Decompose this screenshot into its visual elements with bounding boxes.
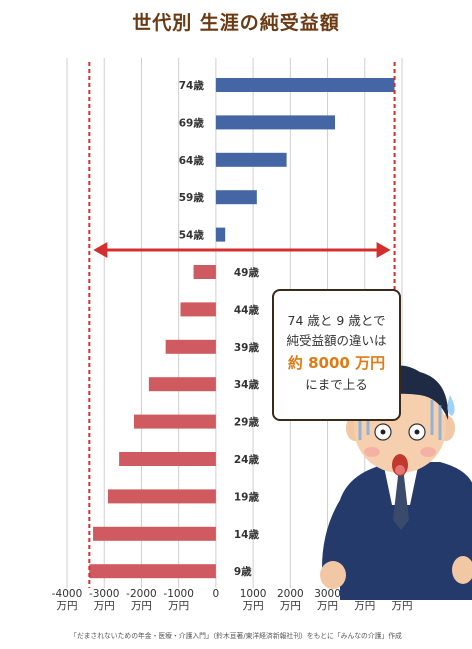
x-tick-label: -2000	[126, 588, 157, 600]
x-tick-unit: 万円	[94, 600, 115, 612]
range-arrow-head-right	[376, 242, 391, 258]
x-tick-unit: 万円	[57, 600, 78, 612]
bar	[148, 377, 216, 392]
x-tick-label: 3000	[314, 588, 341, 600]
x-tick-label: 2000	[277, 588, 304, 600]
category-label: 29歳	[234, 416, 260, 429]
category-label: 34歳	[234, 378, 260, 391]
x-tick-label: 1000	[240, 588, 267, 600]
bar	[180, 302, 216, 317]
chart-title: 世代別 生涯の純受益額	[132, 12, 340, 34]
category-label: 74歳	[179, 79, 205, 92]
callout-line-4: にまで上る	[305, 377, 368, 392]
category-label: 54歳	[179, 229, 205, 242]
bar	[215, 227, 226, 242]
callout-box: 74 歳と 9 歳とで 純受益額の違いは 約 8000 万円 にまで上る	[272, 289, 401, 421]
category-label: 49歳	[234, 266, 260, 279]
x-tick-unit: 万円	[317, 600, 338, 612]
x-tick-unit: 万円	[168, 600, 189, 612]
bar	[193, 265, 216, 279]
x-tick-unit: 万円	[354, 600, 375, 612]
x-tick-unit: 万円	[280, 600, 301, 612]
bars	[89, 78, 395, 579]
x-tick-label: -4000	[52, 588, 83, 600]
callout-highlight: 約 8000 万円	[287, 354, 386, 372]
x-tick-unit: 万円	[131, 600, 152, 612]
category-label: 44歳	[234, 303, 260, 316]
category-label: 59歳	[179, 191, 205, 204]
category-label: 64歳	[179, 154, 205, 167]
category-label: 9歳	[234, 565, 252, 578]
range-arrow-head-left	[93, 242, 108, 258]
source-note: 「だまされないための年金・医療・介護入門」（鈴木亘著/東洋経済新報社刊）をもとに…	[70, 632, 402, 640]
callout-line-1: 74 歳と 9 歳とで	[287, 313, 386, 328]
bar	[165, 339, 216, 354]
bar	[119, 452, 216, 466]
category-label: 24歳	[234, 453, 260, 466]
bar	[93, 526, 216, 541]
bar	[215, 190, 257, 205]
category-labels: 74歳 69歳 64歳 59歳 54歳 49歳 44歳 39歳 34歳 29歳 24歳 19歳 14歳 9…	[179, 79, 260, 578]
x-tick-label: -3000	[89, 588, 120, 600]
x-tick-unit: 万円	[392, 600, 413, 612]
bar	[215, 115, 335, 130]
category-label: 19歳	[234, 490, 260, 503]
bar	[107, 489, 216, 504]
bar	[215, 78, 395, 92]
x-tick-label: 0	[213, 588, 220, 600]
x-tick-label: -1000	[163, 588, 194, 600]
category-label: 69歳	[179, 116, 205, 129]
x-tick-unit: 万円	[243, 600, 264, 612]
bar	[134, 414, 216, 429]
bar	[89, 564, 216, 579]
bar	[215, 152, 287, 167]
category-label: 39歳	[234, 341, 260, 354]
callout-line-2: 純受益額の違いは	[286, 333, 387, 348]
category-label: 14歳	[234, 528, 260, 541]
